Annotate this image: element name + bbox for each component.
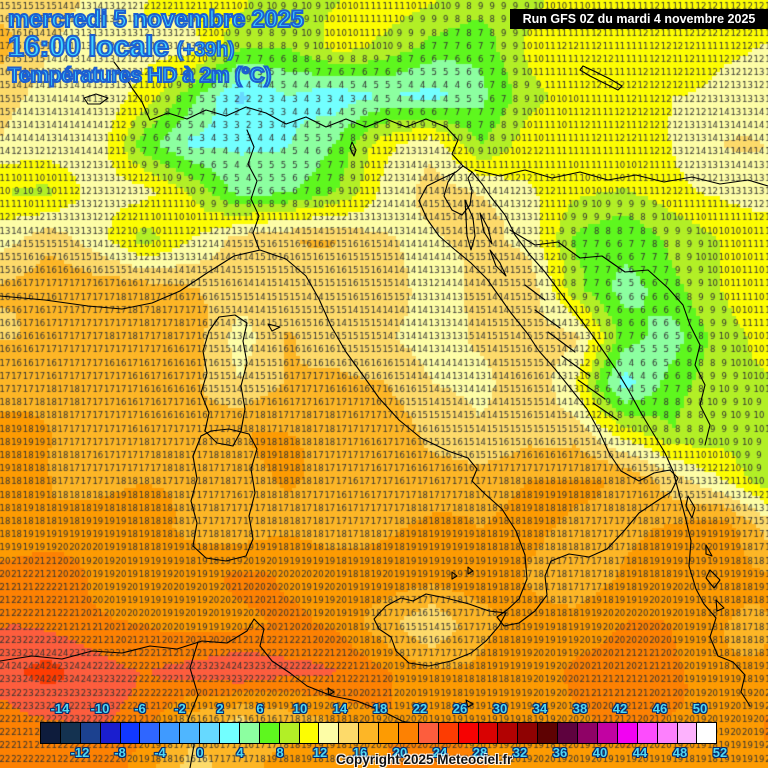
colorbar-tick: 44	[632, 745, 648, 760]
colorbar-tick: 50	[692, 701, 708, 716]
colorbar-tick: 4	[236, 745, 244, 760]
colorbar-tick: 28	[472, 745, 488, 760]
colorbar-tick: 12	[312, 745, 328, 760]
colorbar-tick: 34	[532, 701, 548, 716]
colorbar-tick: -12	[70, 745, 90, 760]
colorbar-tick: 26	[452, 701, 468, 716]
colorbar-tick: 24	[432, 745, 448, 760]
variable-label: Températures HD à 2m (°C)	[7, 63, 272, 88]
colorbar-cell	[100, 723, 121, 743]
colorbar-tick: 20	[392, 745, 408, 760]
colorbar-cell	[180, 723, 201, 743]
colorbar-cell	[697, 723, 717, 743]
colorbar-tick: 16	[352, 745, 368, 760]
time-label: 16:00 locale (+39h)	[7, 30, 236, 64]
colorbar-tick: 18	[372, 701, 388, 716]
colorbar-cell	[220, 723, 240, 743]
colorbar-tick: 6	[256, 701, 264, 716]
colorbar-tick: 46	[652, 701, 668, 716]
colorbar-tick: 38	[572, 701, 588, 716]
colorbar-cell	[339, 723, 360, 743]
colorbar	[40, 722, 718, 744]
colorbar-cell	[140, 723, 161, 743]
colorbar-cell	[319, 723, 340, 743]
colorbar-cell	[80, 723, 101, 743]
colorbar-tick: -6	[134, 701, 146, 716]
colorbar-tick: 32	[512, 745, 528, 760]
colorbar-tick: 52	[712, 745, 728, 760]
colorbar-cell	[279, 723, 300, 743]
colorbar-tick: 22	[412, 701, 428, 716]
colorbar-tick: 2	[216, 701, 224, 716]
colorbar-cell	[359, 723, 380, 743]
colorbar-cell	[60, 723, 81, 743]
colorbar-cell	[458, 723, 479, 743]
colorbar-tick: 30	[492, 701, 508, 716]
colorbar-tick: 42	[612, 701, 628, 716]
copyright-label: Copyright 2025 Meteociel.fr	[336, 752, 513, 767]
colorbar-tick: 8	[276, 745, 284, 760]
colorbar-cell	[578, 723, 598, 743]
colorbar-cell	[160, 723, 181, 743]
colorbar-tick: 14	[332, 701, 348, 716]
colorbar-tick: -8	[114, 745, 126, 760]
colorbar-cell	[597, 723, 618, 743]
colorbar-tick: -14	[50, 701, 70, 716]
colorbar-tick: 40	[592, 745, 608, 760]
colorbar-cell	[438, 723, 459, 743]
colorbar-cell	[677, 723, 698, 743]
colorbar-tick: -4	[154, 745, 166, 760]
colorbar-cell	[518, 723, 539, 743]
run-info-box: Run GFS 0Z du mardi 4 novembre 2025	[510, 9, 768, 29]
colorbar-cell	[379, 723, 400, 743]
colorbar-cell	[478, 723, 499, 743]
colorbar-tick: 36	[552, 745, 568, 760]
colorbar-cell	[637, 723, 658, 743]
forecast-offset-label: (+39h)	[176, 38, 236, 62]
colorbar-cell	[259, 723, 280, 743]
colorbar-cell	[498, 723, 519, 743]
colorbar-tick: -10	[90, 701, 110, 716]
colorbar-cell	[538, 723, 559, 743]
colorbar-cell	[418, 723, 439, 743]
colorbar-cell	[617, 723, 638, 743]
colorbar-tick: 10	[292, 701, 308, 716]
date-label: mercredi 5 novembre 2025	[7, 5, 305, 34]
colorbar-cell	[558, 723, 579, 743]
colorbar-tick: 0	[196, 745, 204, 760]
colorbar-cell	[41, 723, 61, 743]
colorbar-cell	[657, 723, 678, 743]
colorbar-cell	[399, 723, 419, 743]
colorbar-tick: -2	[174, 701, 186, 716]
colorbar-tick: 48	[672, 745, 688, 760]
colorbar-cell	[239, 723, 260, 743]
colorbar-cell	[299, 723, 320, 743]
time-value: 16:00 locale	[7, 30, 170, 64]
colorbar-cell	[200, 723, 221, 743]
colorbar-cell	[120, 723, 141, 743]
